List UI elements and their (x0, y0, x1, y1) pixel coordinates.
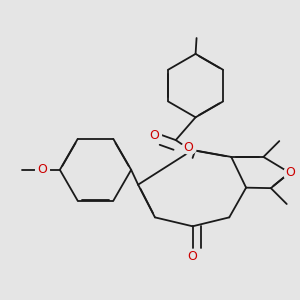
Text: O: O (188, 250, 197, 262)
Text: O: O (37, 163, 47, 176)
Text: O: O (285, 166, 295, 179)
Text: O: O (184, 140, 194, 154)
Text: O: O (149, 129, 159, 142)
